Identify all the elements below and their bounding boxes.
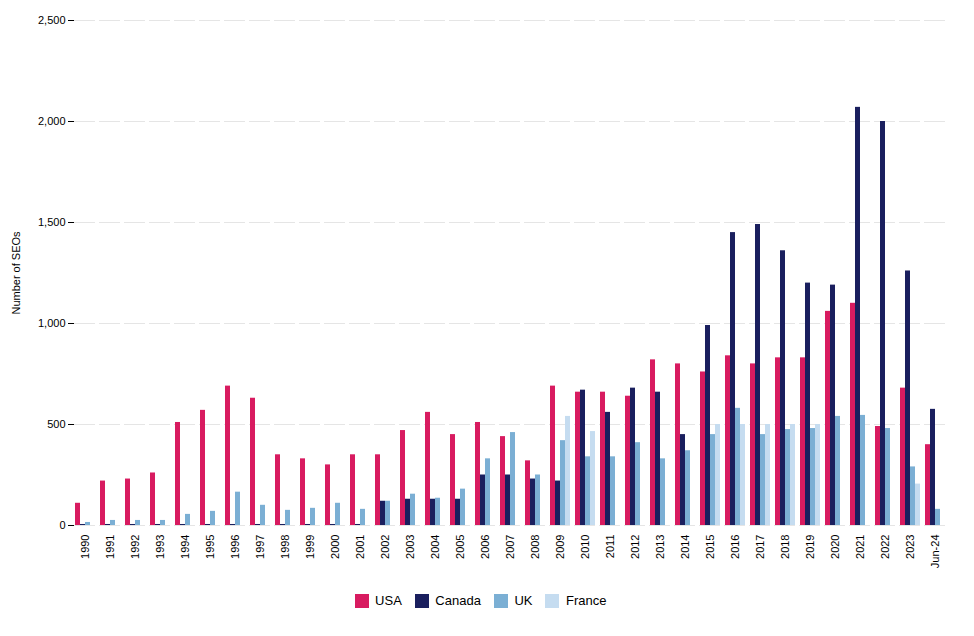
svg-text:2002: 2002 <box>379 535 391 559</box>
svg-text:1992: 1992 <box>129 535 141 559</box>
svg-text:1993: 1993 <box>154 535 166 559</box>
svg-text:2016: 2016 <box>729 535 741 559</box>
svg-text:1995: 1995 <box>204 535 216 559</box>
svg-text:2021: 2021 <box>854 535 866 559</box>
svg-text:2022: 2022 <box>879 535 891 559</box>
svg-text:2004: 2004 <box>429 535 441 559</box>
svg-text:500: 500 <box>47 418 65 430</box>
svg-text:2006: 2006 <box>479 535 491 559</box>
svg-text:1,000: 1,000 <box>38 317 66 329</box>
svg-text:2007: 2007 <box>504 535 516 559</box>
svg-text:2,500: 2,500 <box>38 14 66 26</box>
svg-text:1994: 1994 <box>179 535 191 559</box>
html-text:USA: USA <box>375 593 402 608</box>
svg-text:2009: 2009 <box>554 535 566 559</box>
svg-text:2012: 2012 <box>629 535 641 559</box>
svg-text:1998: 1998 <box>279 535 291 559</box>
svg-text:2011: 2011 <box>604 535 616 559</box>
svg-text:2000: 2000 <box>329 535 341 559</box>
svg-text:2023: 2023 <box>904 535 916 559</box>
svg-text:2010: 2010 <box>579 535 591 559</box>
svg-text:1997: 1997 <box>254 535 266 559</box>
svg-text:Number of SEOs: Number of SEOs <box>10 231 22 315</box>
svg-text:2014: 2014 <box>679 535 691 559</box>
svg-text:2001: 2001 <box>354 535 366 559</box>
svg-text:2008: 2008 <box>529 535 541 559</box>
svg-text:1,500: 1,500 <box>38 216 66 228</box>
svg-text:1991: 1991 <box>104 535 116 559</box>
svg-text:2017: 2017 <box>754 535 766 559</box>
svg-text:2005: 2005 <box>454 535 466 559</box>
svg-text:2018: 2018 <box>779 535 791 559</box>
svg-text:0: 0 <box>59 519 65 531</box>
svg-text:1999: 1999 <box>304 535 316 559</box>
svg-text:2020: 2020 <box>829 535 841 559</box>
svg-text:Jun-24: Jun-24 <box>929 535 941 569</box>
svg-text:1996: 1996 <box>229 535 241 559</box>
svg-text:2,000: 2,000 <box>38 115 66 127</box>
svg-text:2003: 2003 <box>404 535 416 559</box>
html-text:France: France <box>565 593 607 608</box>
svg-text:1990: 1990 <box>79 535 91 559</box>
svg-text:2015: 2015 <box>704 535 716 559</box>
svg-text:2013: 2013 <box>654 535 666 559</box>
svg-text:2019: 2019 <box>804 535 816 559</box>
html-text:UK: UK <box>514 593 533 608</box>
html-text:Canada: Canada <box>435 593 481 608</box>
